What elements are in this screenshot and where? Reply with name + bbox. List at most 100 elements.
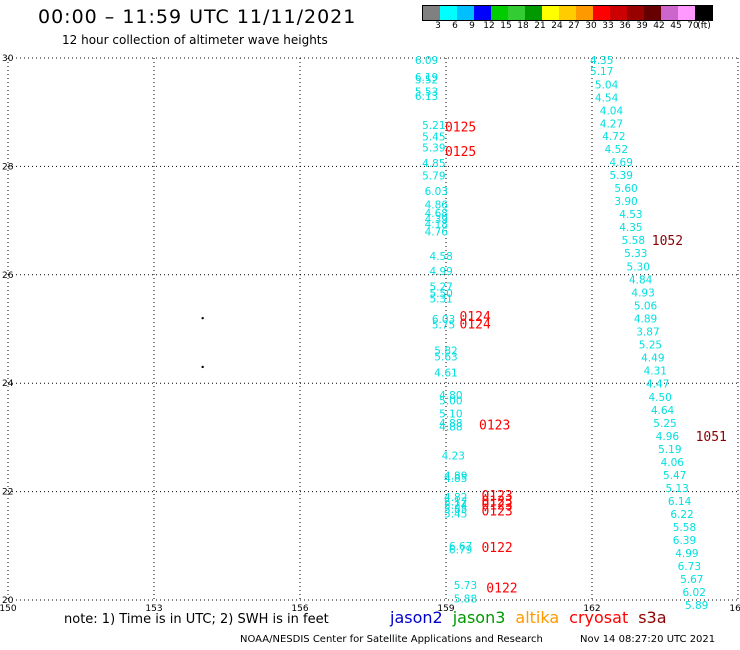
swh-value-label: 5.47 [663, 470, 686, 482]
legend-item-jason3: jason3 [452, 608, 506, 627]
swh-value-label: 4.80 [439, 390, 462, 402]
colorbar-tick-label: 42 [653, 21, 665, 31]
swh-value-label: 5.67 [680, 574, 703, 586]
legend-item-altika: altika [515, 608, 560, 627]
swh-value-label: 5.19 [658, 444, 681, 456]
pass-time-label: 0125 [445, 120, 476, 135]
legend-item-jason2: jason2 [390, 608, 443, 627]
swh-value-label: 4.47 [646, 379, 669, 391]
swh-value-label: 5.73 [454, 580, 477, 592]
colorbar-swatch [644, 6, 661, 20]
legend-item-cryosat: cryosat [569, 608, 629, 627]
colorbar-swatch [695, 6, 712, 20]
swh-value-label: 4.89 [634, 314, 657, 326]
swh-value-label: 5.53 [415, 87, 438, 99]
swh-value-label: 6.09 [415, 55, 438, 67]
page-title: 00:00 – 11:59 UTC 11/11/2021 [38, 6, 357, 28]
colorbar-tick-label: 70 [687, 21, 699, 31]
swh-value-label: 6.67 [449, 541, 472, 553]
lon-tick-label: 159 [437, 604, 454, 614]
swh-value-label: 4.99 [675, 548, 698, 560]
swh-value-label: 6.13 [415, 91, 438, 103]
swh-value-label: 4.69 [610, 157, 633, 169]
swh-value-label: 4.72 [602, 131, 625, 143]
pass-time-label: 0123 [481, 494, 512, 509]
swh-value-label: 5.00 [439, 396, 462, 408]
swh-value-label: 5.31 [429, 294, 452, 306]
lon-tick-label: 153 [145, 604, 162, 614]
swh-value-label: 4.93 [631, 288, 654, 300]
pass-time-label: 0122 [481, 541, 512, 556]
island-marker [201, 316, 204, 320]
colorbar-tick-label: 15 [500, 21, 512, 31]
swh-value-label: 5.88 [454, 593, 477, 605]
colorbar-tick-label: 3 [435, 21, 441, 31]
swh-value-label: 4.85 [444, 473, 467, 485]
swh-value-label: 4.35 [619, 222, 642, 234]
swh-value-label: 5.24 [444, 500, 468, 512]
pass-time-label: 0123 [481, 505, 512, 520]
lat-tick-label: 26 [2, 271, 14, 281]
colorbar-swatch [457, 6, 474, 20]
swh-value-label: 5.17 [444, 496, 467, 508]
colorbar-tick-label: 33 [602, 21, 614, 31]
lat-tick-label: 20 [2, 596, 14, 606]
lat-tick-label: 24 [2, 379, 14, 389]
swh-value-label: 4.23 [442, 450, 465, 462]
swh-value-label: 6.79 [449, 545, 472, 557]
swh-value-label: 5.27 [429, 282, 452, 294]
swh-value-label: 4.84 [629, 275, 653, 287]
swh-value-label: 4.85 [422, 158, 445, 170]
swh-value-label: 4.31 [644, 366, 667, 378]
swh-value-label: 4.88 [439, 422, 462, 434]
credit-text: NOAA/NESDIS Center for Satellite Applica… [240, 634, 543, 645]
lon-tick-label: 165 [729, 604, 740, 614]
swh-value-label: 4.96 [656, 431, 680, 443]
pass-time-label: 0123 [479, 418, 510, 433]
pass-time-label: 0122 [486, 582, 517, 597]
colorbar-swatch [627, 6, 644, 20]
swh-value-label: 4.27 [600, 119, 623, 131]
swh-value-label: 6.14 [668, 496, 692, 508]
swh-value-label: 5.60 [614, 183, 637, 195]
colorbar-tick-label: (ft) [697, 21, 711, 31]
colorbar-swatch [610, 6, 627, 20]
swh-value-label: 6.73 [678, 561, 701, 573]
colorbar-ticks: 3 6 9 12 15 18 21 24 27 30 33 36 39 42 45 70 (ft) [422, 21, 740, 33]
swh-value-label: 4.82 [444, 492, 467, 504]
colorbar-tick-label: 27 [568, 21, 580, 31]
colorbar-swatch [542, 6, 559, 20]
swh-value-label: 4.35 [590, 55, 613, 67]
swh-value-label: 5.82 [434, 346, 457, 358]
swh-value-label: 5.45 [444, 508, 467, 520]
colorbar-tick-label: 30 [585, 21, 597, 31]
colorbar-swatch [423, 6, 440, 20]
colorbar-tick-label: 24 [551, 21, 563, 31]
swh-value-label: 4.88 [439, 418, 462, 430]
colorbar-swatch [559, 6, 576, 20]
swh-value-label: 3.90 [614, 196, 637, 208]
pass-time-label: 0124 [460, 310, 491, 325]
swh-value-label: 5.39 [610, 170, 633, 182]
colorbar-swatch [491, 6, 508, 20]
swh-value-label: 5.58 [622, 235, 645, 247]
swh-value-label: 5.33 [624, 248, 647, 260]
swh-value-label: 6.03 [432, 314, 455, 326]
swh-value-label: 4.99 [429, 266, 452, 278]
colorbar-swatch [440, 6, 457, 20]
swh-value-label: 4.89 [444, 470, 467, 482]
swh-value-label: 5.52 [415, 75, 438, 87]
colorbar-swatch [474, 6, 491, 20]
colorbar-swatch [661, 6, 678, 20]
colorbar-tick-label: 21 [534, 21, 546, 31]
swh-value-label: 5.04 [595, 80, 619, 92]
swh-value-label: 5.10 [439, 409, 462, 421]
legend-item-s3a: s3a [638, 608, 667, 627]
swh-value-label: 5.25 [653, 418, 676, 430]
swh-value-label: 5.45 [422, 132, 445, 144]
pass-time-label: 0125 [445, 145, 476, 160]
lon-tick-label: 162 [583, 604, 600, 614]
lat-tick-label: 22 [2, 488, 13, 498]
pass-time-label: 0124 [460, 318, 491, 333]
